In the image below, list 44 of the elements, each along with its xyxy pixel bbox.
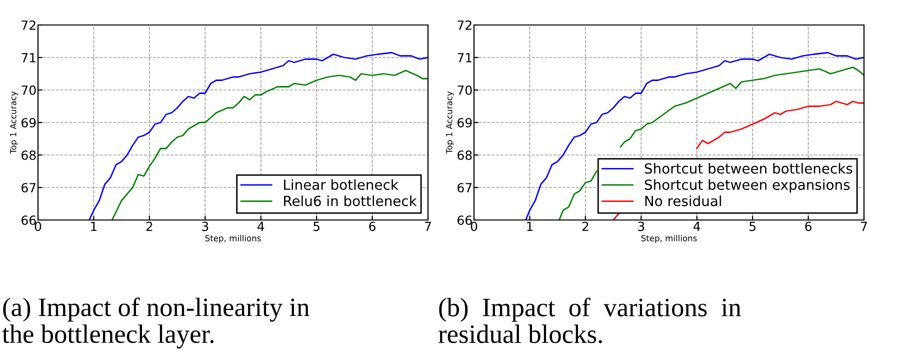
x-tick-label: 6 [369, 222, 376, 232]
y-tick-label: 71 [22, 53, 36, 62]
text: (b) Impact of variations in residual blocks. [438, 298, 741, 344]
x-tick-label: 7 [861, 222, 867, 231]
legend-label: Relu6 in bottleneck [284, 195, 417, 206]
legend-label: No residual [645, 195, 721, 206]
x-tick-label: 3 [202, 222, 208, 232]
y-tick-label: 71 [458, 53, 472, 62]
line-series [88, 52, 428, 220]
x-tick-label: 4 [693, 222, 700, 231]
y-tick-label: 66 [458, 215, 472, 225]
legend-label: Shortcut between expansions [644, 179, 850, 193]
y-tick-label: 70 [458, 85, 472, 95]
y-tick-label: 66 [22, 215, 36, 225]
x-axis-title: Step, millions [641, 234, 697, 243]
x-axis-title: Step, millions [205, 234, 261, 243]
x-tick-label: 5 [314, 222, 320, 232]
y-tick-label: 68 [458, 150, 472, 160]
line-series [525, 52, 864, 220]
line-series [111, 70, 428, 220]
x-tick-label: 2 [582, 222, 588, 231]
legend-label: Shortcut between bottlenecks [644, 163, 852, 174]
y-tick-label: 70 [22, 85, 36, 95]
x-tick-label: 4 [257, 222, 264, 231]
x-tick-label: 3 [638, 222, 644, 232]
text: (a) Impact of non-linearity in the bottleneck layer. [2, 297, 310, 348]
x-tick-label: 7 [425, 222, 431, 231]
y-tick-label: 72 [458, 20, 472, 30]
x-tick-label: 0 [470, 222, 478, 232]
legend-label: Linear botleneck [284, 179, 398, 190]
x-tick-label: 1 [91, 222, 97, 231]
x-tick-label: 2 [146, 222, 152, 231]
y-axis-title: Top 1 Accuracy [10, 91, 18, 154]
y-tick-label: 69 [22, 118, 36, 128]
y-tick-label: 68 [22, 150, 36, 160]
y-tick-label: 67 [22, 182, 36, 192]
y-axis-title: Top 1 Accuracy [446, 91, 454, 154]
x-tick-label: 0 [34, 222, 42, 232]
y-tick-label: 67 [458, 182, 472, 192]
x-tick-label: 1 [527, 222, 533, 231]
y-tick-label: 72 [22, 20, 36, 30]
y-tick-label: 69 [458, 118, 472, 128]
x-tick-label: 5 [750, 222, 756, 232]
x-tick-label: 6 [805, 222, 812, 232]
